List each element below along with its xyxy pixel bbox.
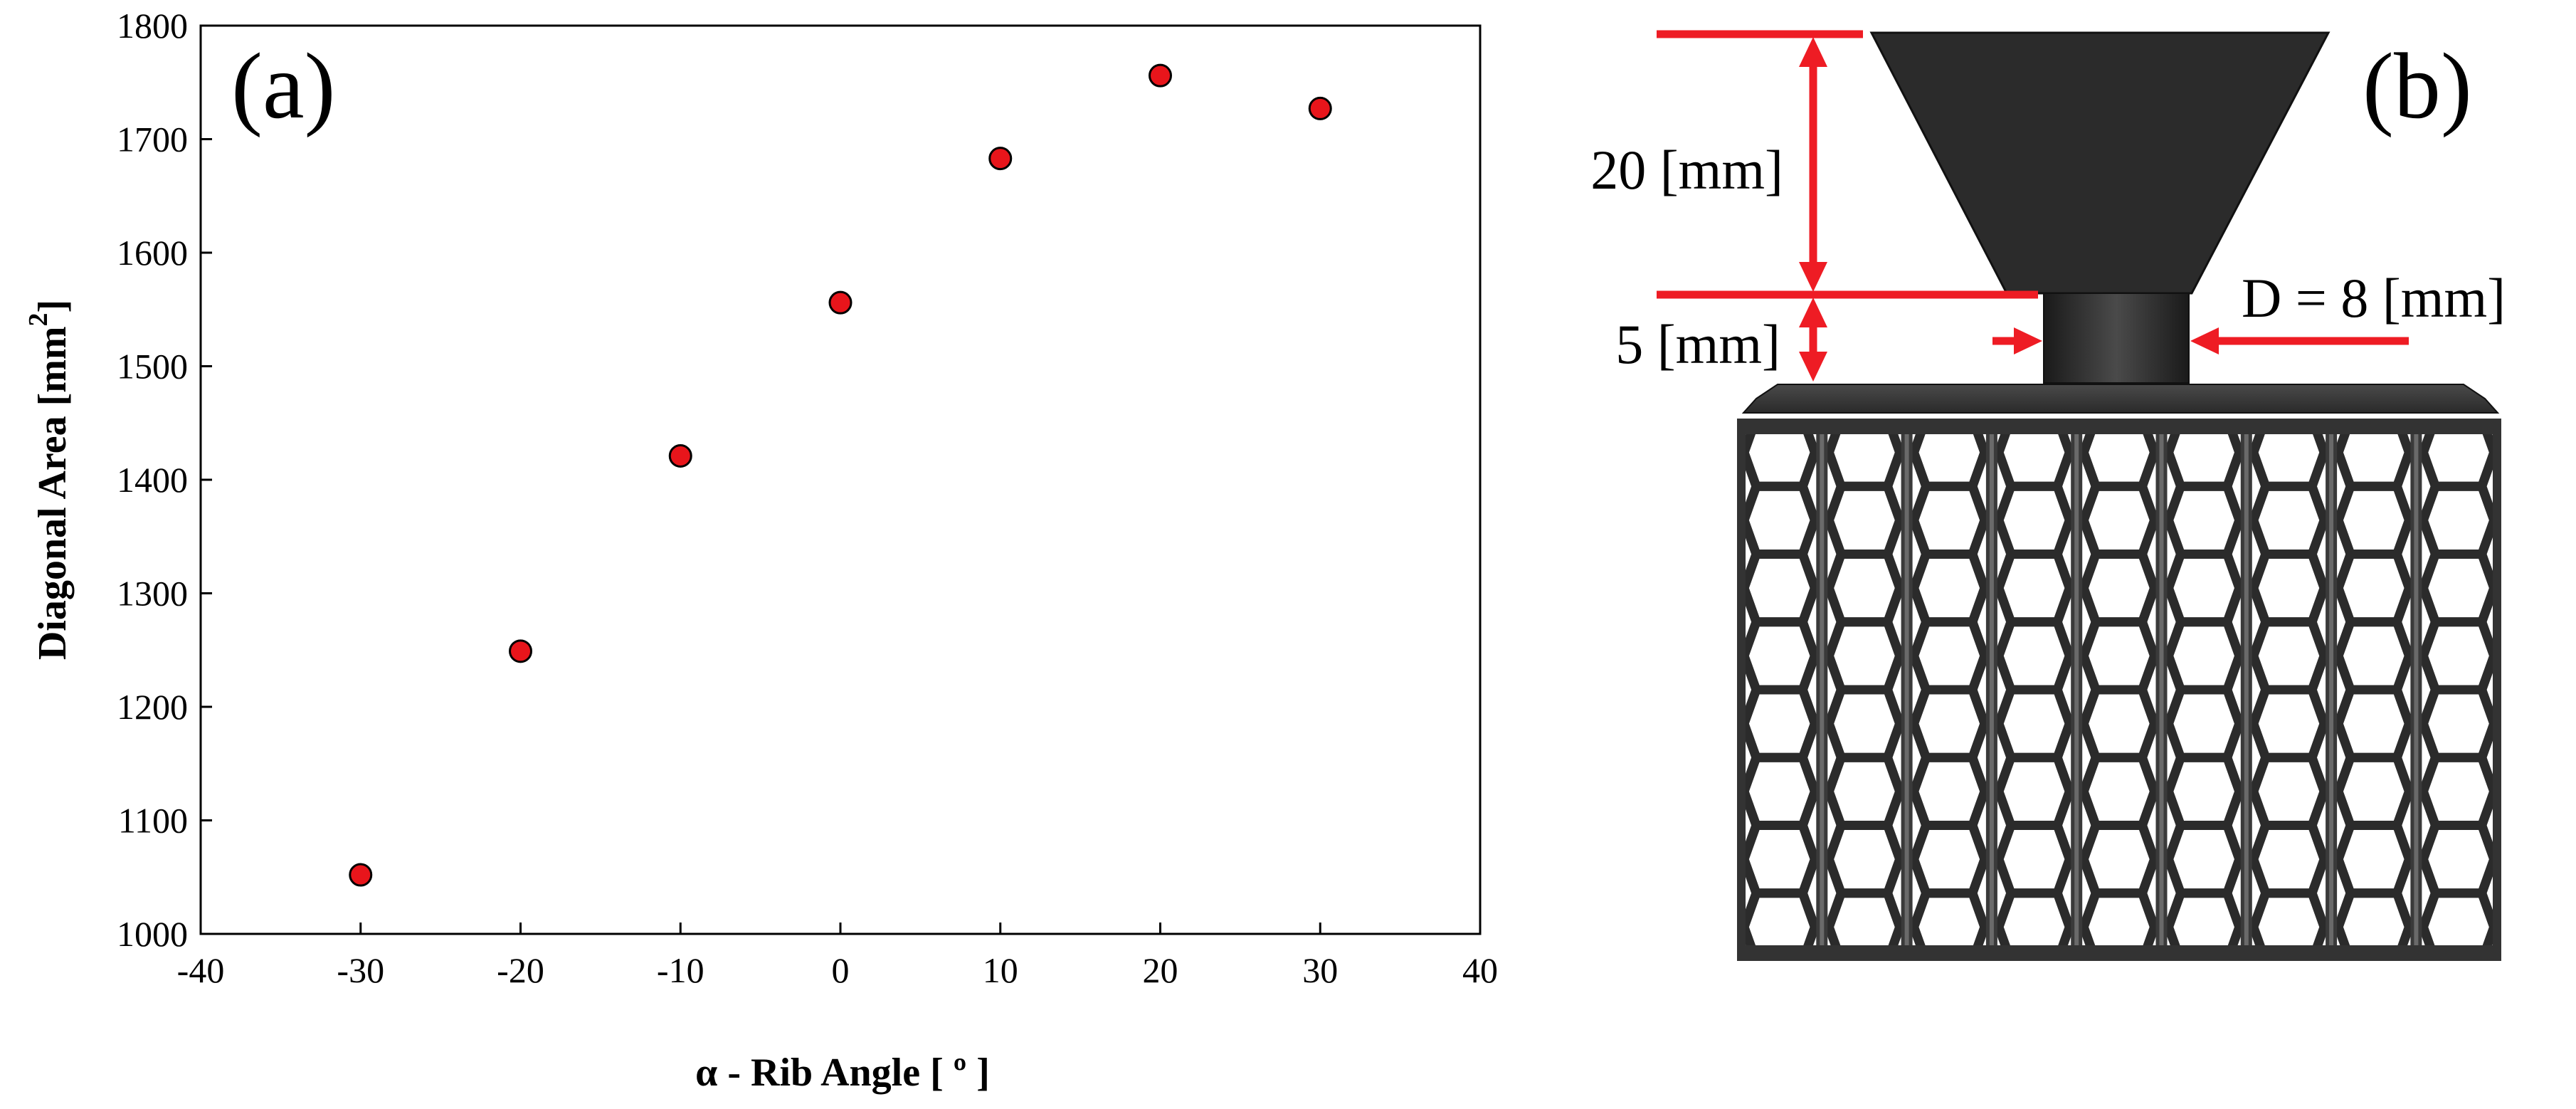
- data-point: [1308, 96, 1332, 120]
- x-axis-ticks: -40 -30 -20 -10 0 10 20 30 40: [177, 923, 1498, 990]
- funnel-cone: [1869, 31, 2330, 295]
- data-point: [988, 147, 1013, 171]
- lattice-cell: [2333, 888, 2414, 961]
- arrowhead-lower-bottom: [1799, 352, 1827, 382]
- x-axis-title-degree: º: [954, 1051, 966, 1095]
- lattice-column-highlight: [2329, 419, 2334, 961]
- nozzle-tube: [2043, 293, 2190, 384]
- y-axis-ticks: 1000 1100 1200 1300 1400 1500 1600 1700 1800: [117, 6, 212, 954]
- y-tick-label: 1800: [117, 6, 188, 46]
- dimension-lines: [1657, 30, 2409, 382]
- y-tick-label: 1100: [118, 801, 188, 841]
- panel-label-b: (b): [2363, 33, 2472, 138]
- lattice-column-highlight: [2414, 419, 2419, 961]
- lattice-right-edge: [2493, 419, 2501, 961]
- y-tick-label: 1400: [117, 460, 188, 500]
- lattice-cell: [1909, 888, 1990, 961]
- arrowhead-upper-bottom: [1799, 262, 1827, 292]
- lattice-column-highlight: [1904, 419, 1909, 961]
- honeycomb-lattice: [1737, 419, 2501, 961]
- x-tick-label: -20: [497, 950, 544, 990]
- y-tick-label: 1200: [117, 687, 188, 727]
- lattice-column-highlight: [1989, 419, 1994, 961]
- data-point: [349, 863, 373, 887]
- arrowhead-upper-top: [1799, 37, 1827, 67]
- lattice-cell: [1824, 888, 1905, 961]
- y-tick-label: 1300: [117, 574, 188, 614]
- dim-label-upper: 20 [mm]: [1590, 139, 1783, 201]
- lattice-left-edge: [1737, 419, 1746, 961]
- x-tick-label: 40: [1462, 950, 1498, 990]
- plot-frame: [199, 24, 1482, 935]
- panel-label-a: (a): [231, 33, 336, 138]
- data-point: [828, 290, 852, 315]
- lattice-top-bar: [1737, 419, 2501, 434]
- lattice-cell: [2418, 888, 2499, 961]
- arrowhead-lower-top: [1799, 298, 1827, 327]
- x-tick-label: 20: [1143, 950, 1178, 990]
- x-tick-label: -30: [337, 950, 384, 990]
- y-tick-label: 1500: [117, 347, 188, 387]
- y-axis-title-main: Diagonal Area [mm: [31, 326, 75, 660]
- y-tick-label: 1700: [117, 120, 188, 159]
- x-tick-label: 30: [1302, 950, 1338, 990]
- lattice-column-highlight: [2074, 419, 2079, 961]
- data-point: [1149, 63, 1172, 88]
- diagram-panel: 20 [mm] 5 [mm] D = 8 [mm] (b): [1590, 30, 2506, 961]
- lattice-cell: [2163, 888, 2244, 961]
- arrowhead-diameter-right: [2190, 327, 2219, 354]
- chart-panel: 1000 1100 1200 1300 1400 1500 1600 1700 1800 -40…: [23, 6, 1498, 1095]
- arrowhead-diameter-left: [2014, 327, 2042, 354]
- y-axis-title-close: ]: [31, 300, 75, 313]
- lattice-column-highlight: [2159, 419, 2164, 961]
- x-tick-label: -40: [177, 950, 225, 990]
- lattice-column-highlight: [1820, 419, 1825, 961]
- x-tick-label: 10: [983, 950, 1018, 990]
- x-axis-title-prefix: α - Rib Angle [: [695, 1051, 954, 1095]
- lattice-cell: [2248, 888, 2330, 961]
- top-plate: [1741, 384, 2500, 414]
- y-tick-label: 1600: [117, 233, 188, 273]
- lattice-cell: [1993, 888, 2075, 961]
- y-axis-title-sup: 2: [23, 312, 53, 326]
- dim-label-diameter: D = 8 [mm]: [2242, 267, 2506, 329]
- x-tick-label: -10: [657, 950, 704, 990]
- lattice-cell: [2079, 888, 2160, 961]
- x-tick-label: 0: [832, 950, 850, 990]
- lattice-column-highlight: [2244, 419, 2249, 961]
- dim-label-lower: 5 [mm]: [1615, 313, 1780, 375]
- data-point: [668, 444, 692, 468]
- y-axis-title: Diagonal Area [mm2]: [23, 300, 75, 660]
- data-points: [349, 63, 1332, 887]
- x-axis-title: α - Rib Angle [ º ]: [695, 1051, 990, 1095]
- lattice-bottom-bar: [1737, 945, 2501, 961]
- y-tick-label: 1000: [117, 914, 188, 954]
- data-point: [509, 639, 532, 663]
- x-axis-title-suffix: ]: [966, 1051, 990, 1095]
